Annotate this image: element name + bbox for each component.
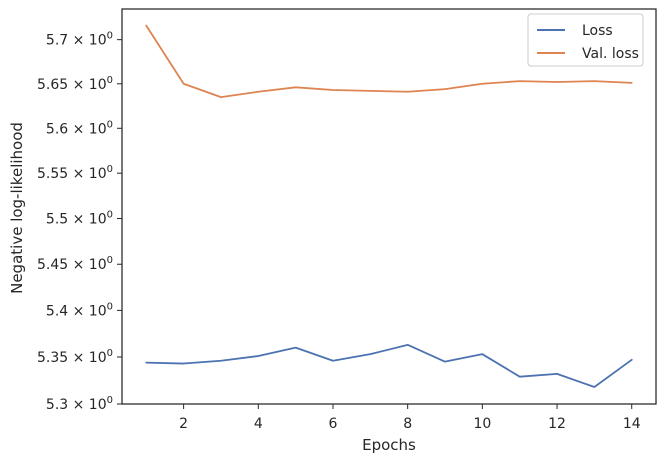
y-tick-label: 5.55 × 100 [37,164,113,182]
y-tick-label: 5.7 × 100 [46,31,113,49]
y-tick-exponent: 0 [107,255,113,266]
y-tick-label: 5.35 × 100 [37,348,113,366]
y-tick-label: 5.4 × 100 [46,301,113,319]
y-tick-mantissa: 5.3 × 10 [46,397,107,413]
y-tick-label: 5.65 × 100 [37,75,113,93]
y-tick-mantissa: 5.65 × 10 [37,77,107,93]
series-line-val-loss [145,24,633,98]
y-tick-label: 5.6 × 100 [46,119,113,137]
x-tick-label: 8 [403,416,412,432]
y-axis-label: Negative log-likelihood [8,122,26,294]
y-tick-label: 5.5 × 100 [46,210,113,228]
y-tick-exponent: 0 [107,210,113,221]
series-line-loss [145,343,633,388]
legend: Loss Val. loss [527,13,644,67]
x-axis-label: Epochs [362,436,416,454]
y-tick-mantissa: 5.6 × 10 [46,121,107,137]
y-tick-label: 5.45 × 100 [37,255,113,273]
y-tick-exponent: 0 [107,348,113,359]
y-tick-label: 5.3 × 100 [46,395,113,413]
y-tick-exponent: 0 [107,395,113,406]
plot-series [145,24,633,388]
y-tick-exponent: 0 [107,119,113,130]
y-tick-mantissa: 5.5 × 10 [46,212,107,228]
x-tick-label: 2 [179,416,188,432]
y-tick-mantissa: 5.55 × 10 [37,166,107,182]
x-tick-label: 12 [548,416,566,432]
x-tick-label: 6 [329,416,338,432]
y-tick-mantissa: 5.35 × 10 [37,350,107,366]
y-tick-exponent: 0 [107,75,113,86]
y-tick-exponent: 0 [107,301,113,312]
y-tick-mantissa: 5.45 × 10 [37,257,107,273]
x-tick-label: 14 [623,416,641,432]
x-tick-label: 10 [473,416,491,432]
x-axis: 2 4 6 8 10 12 14 [179,404,641,432]
legend-label-loss: Loss [582,23,613,39]
y-tick-exponent: 0 [107,164,113,175]
legend-label-val-loss: Val. loss [582,46,639,62]
plot-frame [121,8,657,405]
y-tick-exponent: 0 [107,31,113,42]
y-tick-mantissa: 5.7 × 10 [46,33,107,49]
y-tick-mantissa: 5.4 × 10 [46,303,107,319]
x-tick-label: 4 [254,416,263,432]
